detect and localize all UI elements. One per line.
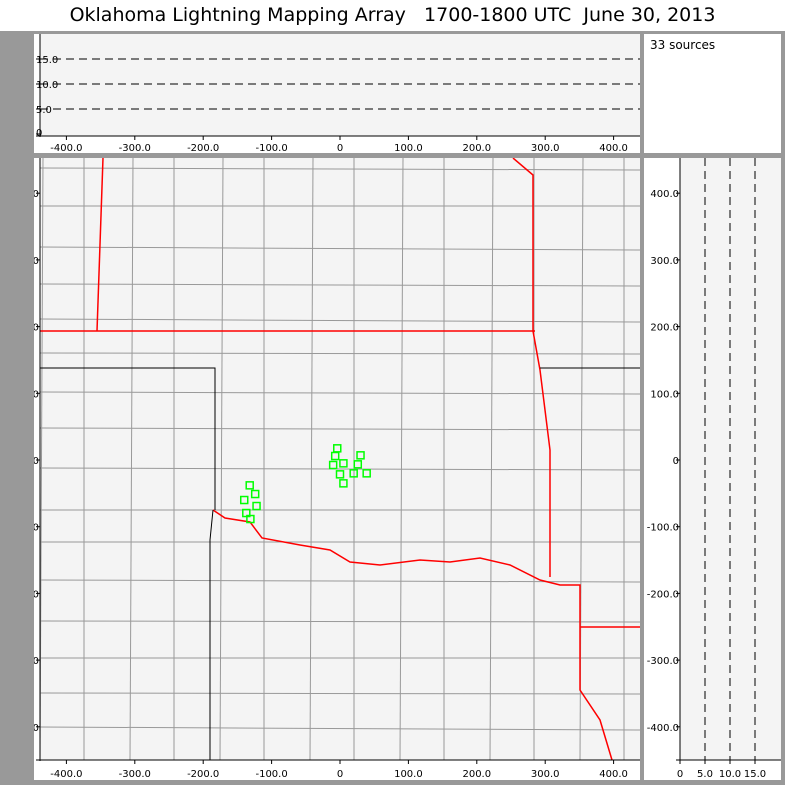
county-line: [129, 157, 134, 761]
county-line: [39, 726, 641, 731]
x-tick-label: -300.0: [119, 143, 151, 153]
plot-title: Oklahoma Lightning Mapping Array 1700-18…: [0, 0, 785, 31]
x-tick-label: 15.0: [744, 769, 766, 780]
y-tick-label: 100.0: [650, 389, 679, 400]
county-line: [39, 579, 641, 583]
lightning-source-point: [330, 451, 340, 461]
y-tick-label: 0: [36, 128, 42, 139]
x-tick-label: 0: [337, 769, 343, 780]
county-line: [39, 318, 641, 323]
lightning-source-point: [245, 481, 254, 490]
lightning-source-point: [250, 489, 260, 499]
x-tick-label: 300.0: [531, 769, 560, 780]
x-tick-label: -200.0: [187, 769, 219, 780]
lightning-source-point: [356, 451, 365, 460]
x-tick-label: -200.0: [187, 143, 219, 153]
y-tick-label: 15.0: [36, 55, 58, 66]
y-tick-label: -100.0: [647, 523, 679, 534]
x-tick-label: 400.0: [599, 769, 628, 780]
county-line: [39, 692, 641, 695]
y-tick-label: 400.0: [650, 189, 679, 200]
state-border: [40, 367, 216, 510]
x-tick-label: 400.0: [599, 143, 628, 153]
y-tick-label: 200.0: [650, 323, 679, 334]
altitude-ew-plot: -400.0 -300.0 -200.0 -100.0 0 100.0 200.0 300.0…: [36, 34, 640, 154]
county-line: [39, 620, 641, 623]
x-tick-label: 10.0: [719, 769, 741, 780]
county-line: [39, 167, 641, 171]
y-tick-label: -300.0: [647, 656, 679, 667]
x-tick-label: -400.0: [50, 769, 82, 780]
lightning-source-point: [335, 470, 345, 479]
x-tick-label: 0: [337, 143, 343, 153]
y-tick-label: 100.0: [34, 389, 39, 400]
source-count-panel: [644, 34, 781, 153]
source-count: 33 sources: [650, 38, 716, 52]
y-tick-label: 300.0: [34, 256, 39, 267]
lightning-source-point: [362, 469, 371, 478]
county-line: [39, 352, 641, 355]
lightning-source-point: [328, 460, 338, 470]
altitude-ew-panel: -400.0 -300.0 -200.0 -100.0 0 100.0 200.0 300.0…: [34, 34, 640, 154]
y-tick-label: -100.0: [34, 523, 39, 534]
lightning-source-point: [246, 514, 255, 524]
x-tick-label: -400.0: [50, 143, 82, 153]
county-line: [39, 246, 641, 251]
lightning-source-point: [353, 460, 363, 469]
y-tick-label: 300.0: [650, 256, 679, 267]
county-line: [219, 157, 224, 761]
y-tick-label: -200.0: [34, 589, 39, 600]
y-tick-label: -400.0: [34, 723, 39, 734]
lightning-source-point: [349, 469, 358, 478]
y-tick-label: 200.0: [34, 323, 39, 334]
lightning-source-point: [239, 495, 249, 505]
y-tick-label: 10.0: [36, 80, 58, 91]
state-border-red-river: [212, 509, 613, 761]
y-tick-label: 0: [673, 456, 679, 467]
lightning-source-point: [252, 501, 261, 511]
state-border: [209, 509, 214, 760]
x-tick-label: 100.0: [394, 143, 423, 153]
x-tick-label: 300.0: [531, 143, 560, 153]
plot-area: [40, 34, 640, 136]
y-tick-label: 0: [34, 456, 39, 467]
y-tick-label: 5.0: [36, 105, 52, 116]
y-tick-label: 400.0: [34, 189, 39, 200]
x-tick-label: -100.0: [255, 769, 287, 780]
lightning-source-point: [339, 479, 348, 488]
x-tick-label: 100.0: [394, 769, 423, 780]
y-tick-label: -300.0: [34, 656, 39, 667]
y-tick-label: -200.0: [647, 589, 679, 600]
x-tick-label: 200.0: [462, 769, 491, 780]
x-tick-label: 5.0: [697, 769, 713, 780]
x-tick-label: 0: [677, 769, 683, 780]
county-line: [309, 157, 314, 761]
x-tick-label: -100.0: [255, 143, 287, 153]
x-tick-label: 200.0: [462, 143, 491, 153]
state-border: [96, 157, 104, 332]
y-tick-label: -400.0: [647, 723, 679, 734]
county-line: [39, 467, 641, 471]
plan-view-map: -400.0 -300.0 -200.0 -100.0 0 100.0 200.0 300.0…: [7, 157, 641, 780]
ns-altitude-plot: 0 5.0 10.0 15.0 -400.0 -300.0 -200.0 -100.0 0 100…: [647, 158, 781, 780]
county-line: [489, 157, 494, 761]
county-line: [39, 391, 641, 395]
plan-view-panel: -400.0 -300.0 -200.0 -100.0 0 100.0 200.0 300.0…: [7, 157, 641, 780]
x-tick-label: -300.0: [119, 769, 151, 780]
lightning-source-point: [339, 459, 348, 468]
state-border: [512, 157, 551, 577]
plot-area: [40, 158, 640, 760]
county-line: [39, 427, 641, 431]
county-line: [399, 157, 404, 761]
county-line: [39, 283, 641, 287]
ns-altitude-panel: 0 5.0 10.0 15.0 -400.0 -300.0 -200.0 -100.0 0 100…: [644, 158, 781, 780]
